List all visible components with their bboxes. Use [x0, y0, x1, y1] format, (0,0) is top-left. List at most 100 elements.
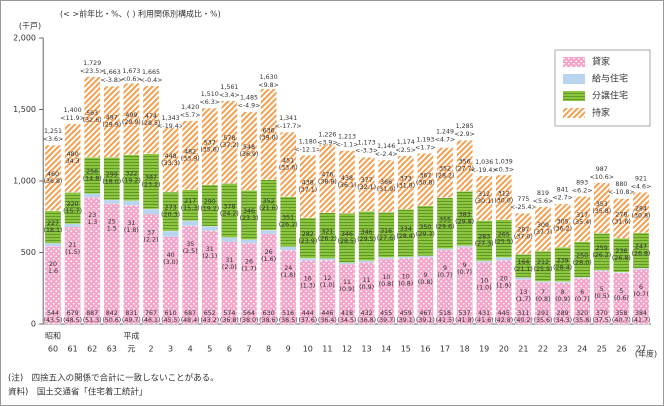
segment-value: 316	[380, 228, 392, 235]
segment-share: (23.9)	[298, 238, 317, 245]
yoy-label: <5.6>	[533, 198, 554, 205]
segment-value: 334	[400, 226, 412, 233]
segment-value: 239	[557, 257, 569, 264]
y-unit: (千戸)	[19, 21, 41, 31]
segment-share: (30.0)	[494, 197, 513, 204]
segment-share: (1.0)	[477, 284, 492, 291]
bar-segment	[417, 153, 434, 207]
bar-segment	[593, 182, 610, 234]
segment-value: 256	[86, 169, 98, 176]
segment-share: (29.5)	[357, 236, 376, 243]
bar-segment	[240, 111, 258, 191]
bar-segment	[142, 85, 160, 154]
segment-value: 31	[225, 257, 233, 264]
segment-value: 767	[145, 310, 157, 317]
segment-share: (39.1)	[416, 317, 435, 324]
segment-share: (1.5)	[65, 249, 80, 256]
segment-value: 564	[243, 310, 255, 317]
segment-value: 23	[88, 212, 96, 219]
segment-share: (37.7)	[534, 229, 553, 236]
segment-value: 446	[321, 310, 333, 317]
bar-segment	[221, 100, 238, 184]
bar-segment	[436, 147, 454, 199]
segment-share: (14.8)	[83, 176, 102, 183]
segment-value: 322	[125, 171, 137, 178]
segment-value: 679	[67, 310, 79, 317]
segment-share: (33.3)	[161, 160, 180, 167]
bar-segment	[554, 203, 571, 248]
segment-share: 1.6	[48, 268, 58, 275]
total-label: 1,665	[142, 69, 160, 76]
bar-segment	[632, 192, 650, 234]
total-label: 1,180	[299, 138, 317, 145]
x-tick-label: 10	[303, 345, 313, 354]
total-label: 1,249	[436, 128, 454, 135]
segment-value: 482	[184, 148, 196, 155]
x-tick-label: 4	[188, 345, 193, 354]
segment-share: (30.8)	[632, 213, 651, 220]
segment-value: 652	[204, 310, 216, 317]
bar-segment	[162, 127, 179, 193]
bar-segment	[260, 230, 277, 234]
segment-share: (26.2)	[318, 236, 337, 243]
segment-share: (18.1)	[44, 227, 63, 234]
x-unit: (年度)	[635, 349, 657, 359]
segment-share: (1.6)	[261, 256, 276, 263]
segment-value: 26	[265, 249, 273, 256]
segment-share: (21.6)	[259, 205, 278, 212]
bar-segment	[613, 198, 630, 239]
segment-share: (20.3)	[161, 212, 180, 219]
bar-segment	[358, 157, 375, 212]
total-label: 1,251	[44, 128, 62, 135]
yoy-label: <6.3>	[200, 99, 221, 106]
total-label: 1,193	[416, 136, 434, 143]
total-label: 1,673	[122, 68, 140, 75]
segment-share: (25.9)	[534, 266, 553, 273]
era-label: 平成	[123, 331, 139, 341]
segment-share: (0.9)	[340, 286, 355, 293]
segment-value: 6	[639, 284, 643, 291]
yoy-label: <11.9>	[60, 115, 85, 122]
segment-value: 287	[517, 227, 529, 234]
x-tick-label: 19	[479, 345, 489, 354]
segment-value: 387	[145, 174, 157, 181]
bar-segment	[338, 150, 356, 214]
yoy-label: <2.5>	[396, 147, 417, 154]
segment-share: (43.5)	[44, 317, 63, 324]
segment-share: (41.8)	[455, 317, 474, 324]
segment-share: 1.3	[87, 219, 97, 226]
segment-value: 217	[184, 198, 196, 205]
segment-value: 320	[576, 310, 588, 317]
segment-share: (36.1)	[338, 182, 357, 189]
bar-segment	[241, 239, 257, 244]
segment-share: (1.8)	[281, 272, 296, 279]
segment-value: 476	[321, 172, 333, 179]
segment-value: 273	[165, 205, 177, 212]
bar-segment	[123, 205, 140, 325]
segment-share: (40.7)	[612, 317, 631, 324]
bar-segment	[103, 86, 120, 158]
segment-value: 352	[263, 198, 275, 205]
total-label: 987	[596, 166, 608, 173]
bar-segment	[162, 231, 179, 237]
segment-share: (2.2)	[144, 236, 159, 243]
segment-share: (0.7)	[634, 291, 649, 298]
legend-label: 分譲住宅	[592, 90, 628, 102]
x-tick-label: 61	[68, 345, 78, 354]
bar-segment	[44, 144, 62, 212]
x-tick-label: 23	[558, 345, 568, 354]
segment-value: 574	[223, 310, 235, 317]
yoy-label: <-12.1>	[294, 146, 321, 153]
segment-value: 537	[459, 310, 471, 317]
bar-segment	[201, 230, 218, 325]
segment-value: 311	[517, 310, 529, 317]
segment-value: 438	[302, 180, 314, 187]
segment-value: 432	[361, 310, 373, 317]
bar-segment	[378, 159, 395, 213]
segment-value: 370	[596, 310, 608, 317]
bar-segment	[515, 213, 532, 255]
segment-share: (38.8)	[318, 179, 337, 186]
segment-value: 31	[206, 246, 214, 253]
segment-share: (27.7)	[455, 166, 474, 173]
segment-value: 842	[106, 310, 118, 317]
